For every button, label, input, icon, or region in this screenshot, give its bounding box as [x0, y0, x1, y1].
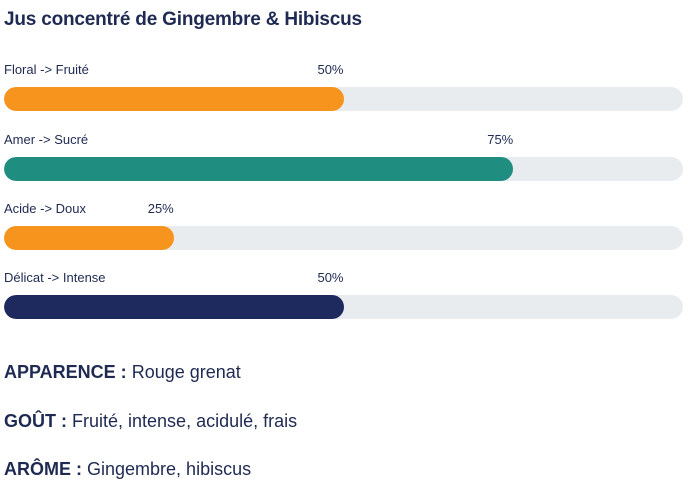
bar-fill [4, 157, 514, 181]
bar-track [4, 87, 683, 111]
attribute-value: Rouge grenat [131, 362, 241, 382]
bar-delicat-intense: Délicat -> Intense 50% [4, 270, 683, 319]
bar-percent: 25% [147, 201, 174, 216]
bar-fill [4, 87, 344, 111]
bar-fill [4, 226, 174, 250]
bar-fill [4, 295, 344, 319]
bar-acide-doux: Acide -> Doux 25% [4, 201, 683, 250]
bar-label: Acide -> Doux [4, 201, 87, 216]
bar-amer-sucre: Amer -> Sucré 75% [4, 132, 683, 181]
page-title: Jus concentré de Gingembre & Hibiscus [4, 9, 362, 30]
bar-percent: 75% [487, 132, 514, 147]
attribute-value: Gingembre, hibiscus [87, 459, 252, 479]
bar-percent: 50% [317, 62, 344, 77]
attribute-arome: ARÔME : Gingembre, hibiscus [4, 459, 251, 480]
bar-label: Délicat -> Intense [4, 270, 106, 285]
bar-label: Floral -> Fruité [4, 62, 89, 77]
bar-track [4, 157, 683, 181]
bar-floral-fruite: Floral -> Fruité 50% [4, 62, 683, 111]
bar-percent: 50% [317, 270, 344, 285]
bar-track [4, 226, 683, 250]
attribute-key: ARÔME : [4, 459, 82, 479]
attribute-key: APPARENCE : [4, 362, 127, 382]
attribute-value: Fruité, intense, acidulé, frais [72, 411, 298, 431]
bar-track [4, 295, 683, 319]
attribute-gout: GOÛT : Fruité, intense, acidulé, frais [4, 411, 297, 432]
attribute-apparence: APPARENCE : Rouge grenat [4, 362, 241, 383]
attribute-key: GOÛT : [4, 411, 67, 431]
bar-label: Amer -> Sucré [4, 132, 89, 147]
